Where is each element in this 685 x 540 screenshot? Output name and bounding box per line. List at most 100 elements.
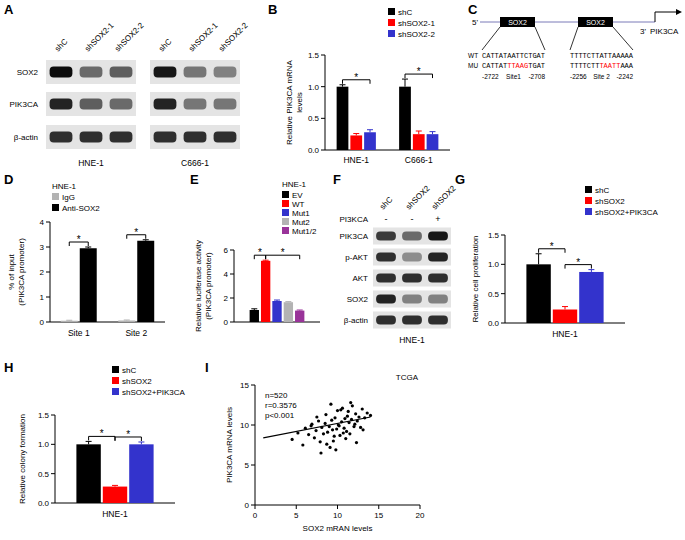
tick <box>251 385 255 386</box>
lane-label: shC <box>53 37 70 54</box>
tss-arrowhead <box>676 9 682 15</box>
bar <box>103 487 127 503</box>
point <box>339 408 342 411</box>
annotation: n=520 <box>265 391 288 400</box>
sequence: CATTATTTAAGTGAT <box>482 62 545 70</box>
cell-line-label: HNE-1 <box>78 158 104 168</box>
tick <box>251 505 255 506</box>
lane-label: shC <box>157 37 174 54</box>
tick <box>378 505 379 509</box>
band <box>214 132 237 143</box>
error-cap <box>416 131 422 132</box>
error-bar <box>536 254 542 265</box>
panel-label: I <box>205 360 209 375</box>
point <box>331 428 334 431</box>
tick <box>46 322 50 323</box>
tick <box>501 293 505 294</box>
row-label: p-AKT <box>345 253 368 262</box>
significance-label: * <box>258 247 262 258</box>
tick <box>337 505 338 509</box>
band <box>376 316 396 325</box>
tick <box>501 323 505 324</box>
row-label: WT <box>468 52 478 59</box>
point <box>335 427 338 430</box>
legend-swatch <box>282 227 289 234</box>
error-cap <box>66 320 72 321</box>
treatment-value: - <box>385 214 388 224</box>
band <box>376 274 396 283</box>
significance-label: * <box>77 234 81 245</box>
tick <box>321 86 325 87</box>
error-bar <box>85 247 91 248</box>
position-label: -2722 <box>482 73 499 80</box>
blot-strip <box>150 92 240 116</box>
point <box>333 416 336 419</box>
point <box>313 436 316 439</box>
point <box>307 433 310 436</box>
legend-label: shSOX2 <box>595 197 625 206</box>
tick-label: 15 <box>374 511 383 520</box>
significance-label: * <box>100 428 104 439</box>
error-bar <box>588 270 594 272</box>
point <box>332 439 335 442</box>
error-cap <box>353 133 359 134</box>
legend-swatch <box>112 377 119 384</box>
bar <box>337 87 349 150</box>
sequence: TTTTCTTTAATTAAA <box>570 62 634 70</box>
error-bar <box>112 485 118 486</box>
tick-label: 0 <box>224 318 229 327</box>
figure: ASOX2PIK3CAβ-actinshCshSOX2-1shSOX2-2HNE… <box>0 0 685 540</box>
significance-label: * <box>576 257 580 268</box>
band <box>80 67 103 78</box>
error-bar <box>138 442 144 444</box>
point <box>342 431 345 434</box>
tick-label: 0 <box>253 511 258 520</box>
point <box>319 451 322 454</box>
error-cap <box>297 310 303 311</box>
point <box>351 404 354 407</box>
axis-title: Relative colony formation <box>18 414 27 504</box>
band <box>50 67 73 78</box>
bar <box>350 135 362 150</box>
legend-swatch <box>112 388 119 395</box>
tick-label: 1.5 <box>488 231 500 240</box>
point <box>324 413 327 416</box>
bar <box>579 272 603 323</box>
bar <box>76 444 100 503</box>
band <box>50 99 73 110</box>
tick-label: 2 <box>40 268 45 277</box>
significance-label: * <box>134 227 138 238</box>
band <box>110 99 133 110</box>
error-bar <box>416 131 422 134</box>
error-cap <box>562 306 568 307</box>
panel-label: C <box>468 2 478 17</box>
tick <box>46 297 50 298</box>
error-cap <box>274 300 280 301</box>
band <box>154 99 177 110</box>
significance-label: * <box>417 66 421 77</box>
error-cap <box>138 441 144 442</box>
legend-swatch <box>585 197 592 204</box>
tick-label: 1.0 <box>488 260 500 269</box>
panel-label: E <box>190 172 199 187</box>
tick-label: 20 <box>416 511 425 520</box>
band <box>110 67 133 78</box>
legend-label: Mut2 <box>292 218 310 227</box>
error-bar <box>353 134 359 136</box>
tick-label: 4 <box>224 270 229 279</box>
legend-swatch <box>282 200 289 207</box>
error-bar <box>66 320 72 322</box>
y-axis <box>234 250 235 322</box>
row-label: PIK3CA <box>340 232 369 241</box>
band <box>376 232 396 241</box>
bar <box>80 248 97 322</box>
bar <box>118 321 135 323</box>
legend-label: Mut1/2 <box>292 227 317 236</box>
band <box>154 132 177 143</box>
legend-label: WT <box>292 200 305 209</box>
point <box>325 443 328 446</box>
error-cap <box>112 485 118 486</box>
position-label: -2242 <box>616 73 633 80</box>
error-bar <box>340 85 346 87</box>
error-bar <box>251 309 257 310</box>
